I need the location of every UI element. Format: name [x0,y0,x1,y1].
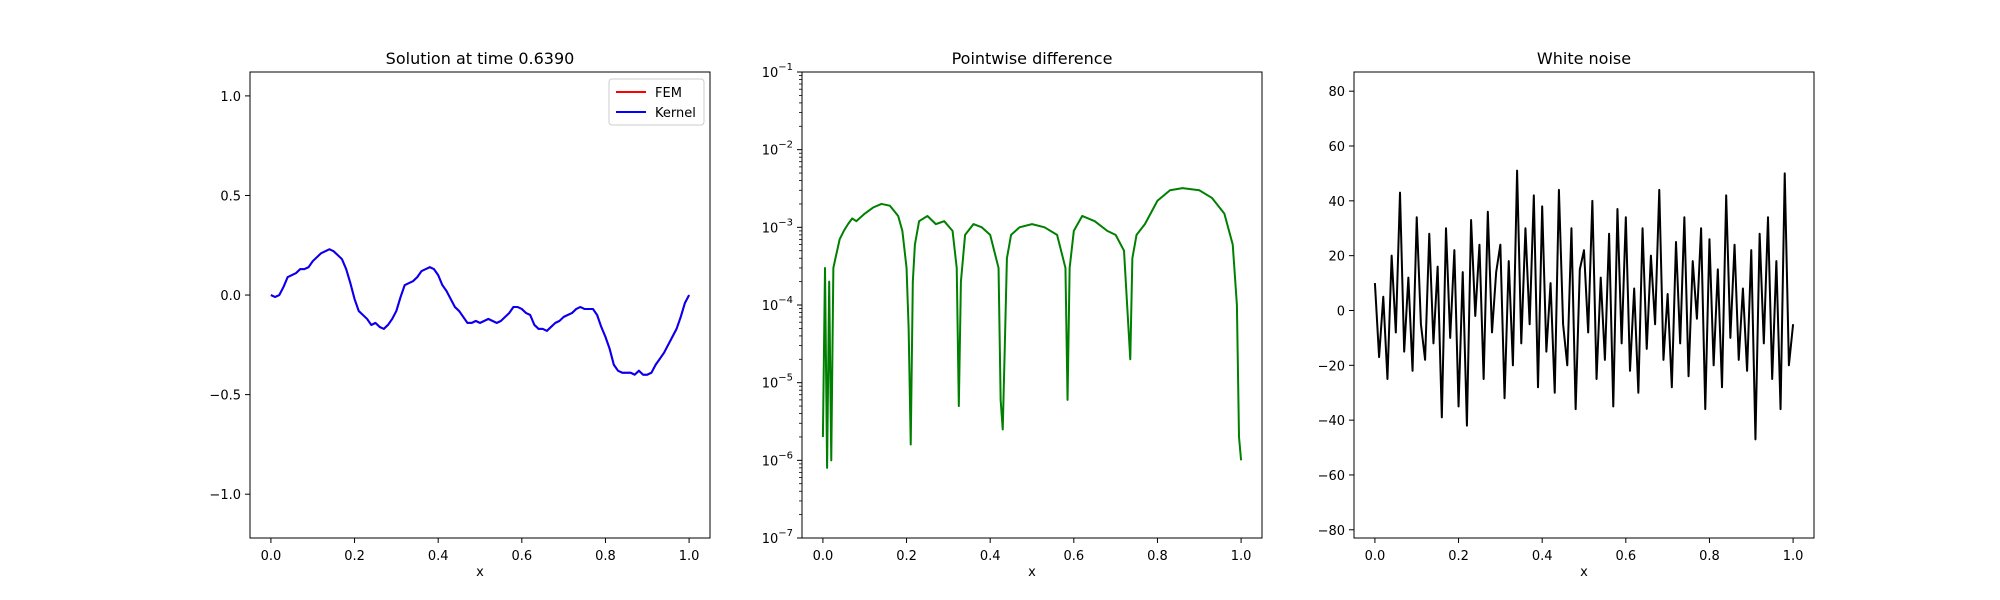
y-tick-label: 1.0 [220,90,241,105]
x-axis-label: x [476,565,484,580]
plot-area [1373,169,1795,441]
x-tick-label: 0.8 [1147,549,1168,564]
y-tick-label: 20 [1328,250,1345,265]
series-line-kernel [270,248,690,376]
y-tick-label: 10−4 [762,295,793,314]
legend-label-fem: FEM [655,86,682,101]
y-tick-label: 10−5 [762,373,793,392]
x-tick-label: 0.2 [1448,549,1469,564]
x-tick-label: 1.0 [1783,549,1804,564]
x-tick-label: 0.2 [344,549,365,564]
panel-white-noise: White noise x 0.0 0.2 0.4 0.6 0.8 1.0 −80 −60 −4… [1318,49,1815,580]
series-line-0 [821,187,1243,469]
y-tick-label: −1.0 [209,488,241,503]
y-tick-label: 10−3 [762,217,793,236]
y-tick-label: 10−7 [762,528,793,547]
x-tick-label: 0.0 [1365,549,1386,564]
x-axis-label: x [1028,565,1036,580]
panel-solution: Solution at time 0.6390 x FEM Kernel 0.0… [209,49,711,580]
plot-area [270,248,690,376]
x-tick-label: 0.6 [1615,549,1636,564]
x-axis-label: x [1580,565,1588,580]
chart-title: Solution at time 0.6390 [386,49,575,68]
chart-title: White noise [1537,49,1631,68]
y-tick-label: 0.0 [220,289,241,304]
axes-frame [249,71,711,539]
x-tick-label: 0.4 [428,549,449,564]
y-tick-label: 40 [1328,195,1345,210]
x-tick-label: 1.0 [1231,549,1252,564]
y-tick-label: −0.5 [209,389,241,404]
y-tick-label: 10−1 [762,62,793,81]
axes-frame [1353,71,1815,539]
y-tick-label: 10−6 [762,450,793,469]
x-tick-label: 0.2 [896,549,917,564]
plot-area [821,187,1243,469]
y-tick-label: −40 [1318,414,1345,429]
y-tick-label: 0 [1337,304,1345,319]
panel-pointwise-difference: Pointwise difference x 0.0 0.2 0.4 0.6 0.8 1.… [762,49,1263,580]
x-tick-label: 0.8 [1699,549,1720,564]
x-tick-label: 1.0 [679,549,700,564]
x-tick-label: 0.0 [261,549,282,564]
legend: FEM Kernel [608,78,705,126]
y-tick-label: 80 [1328,85,1345,100]
y-tick-label: 60 [1328,140,1345,155]
x-tick-label: 0.8 [595,549,616,564]
legend-label-kernel: Kernel [655,106,696,121]
y-tick-label: 0.5 [220,189,241,204]
y-tick-label: −60 [1318,469,1345,484]
chart-title: Pointwise difference [952,49,1113,68]
y-tick-label: −80 [1318,524,1345,539]
x-tick-label: 0.4 [1532,549,1553,564]
y-tick-label: 10−2 [762,140,793,159]
legend-box [608,78,705,126]
x-tick-label: 0.4 [980,549,1001,564]
x-tick-label: 0.6 [1063,549,1084,564]
y-tick-label: −20 [1318,359,1345,374]
x-tick-label: 0.0 [813,549,834,564]
series-line-0 [1373,169,1795,441]
x-tick-label: 0.6 [511,549,532,564]
